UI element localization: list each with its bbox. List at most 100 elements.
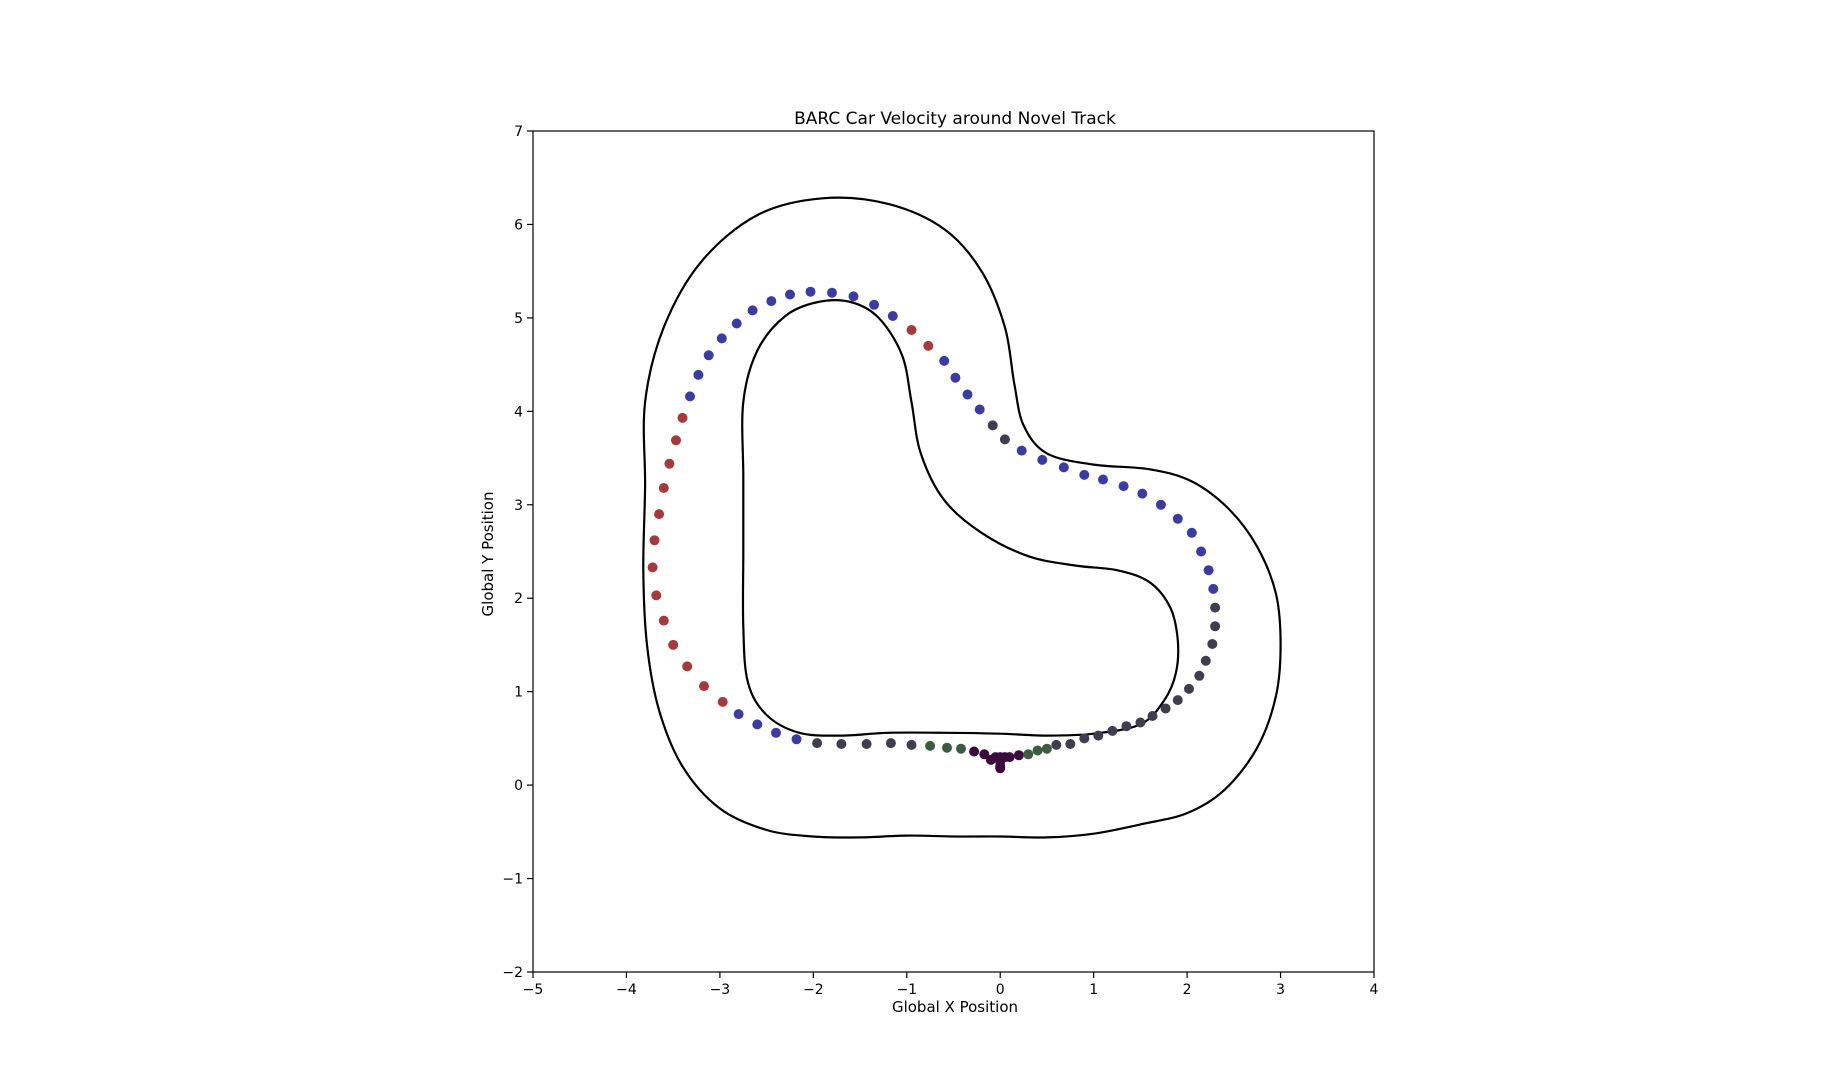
scatter-point [1093,730,1104,741]
scatter-point [906,325,917,335]
scatter-point [1037,454,1048,465]
scatter-point [1016,445,1027,456]
axes-frame [532,130,1375,973]
plot-area [532,130,1375,973]
scatter-point [658,483,669,493]
scatter-point [836,739,847,749]
y-axis-ticks: −2 −1 0 1 2 3 4 5 6 7 [502,124,533,981]
x-tick-label: −1 [896,982,917,998]
scatter-point [869,299,880,310]
x-tick-label: −5 [523,982,544,998]
y-tick-label: 7 [514,124,523,140]
y-tick-label: 5 [514,311,523,327]
scatter-point [671,435,681,446]
scatter-point [1196,546,1207,557]
scatter-point [1051,739,1062,750]
scatter-points [647,286,1221,774]
scatter-point [1207,639,1218,649]
scatter-point [1172,695,1183,706]
scatter-point [731,318,742,329]
scatter-point [1147,711,1158,721]
scatter-point [1032,745,1043,756]
scatter-point [785,289,795,300]
y-tick-label: 1 [514,685,523,701]
scatter-point [654,509,665,520]
scatter-point [699,681,709,692]
x-tick-label: 2 [1183,982,1192,998]
x-tick-label: −4 [616,982,637,998]
scatter-point [1160,703,1171,714]
scatter-point [647,562,658,573]
scatter-point [1210,602,1221,613]
scatter-point [1065,739,1076,749]
scatter-point [747,305,758,316]
scatter-point [999,434,1010,445]
scatter-point [812,738,823,749]
scatter-point [939,355,950,366]
scatter-point [651,590,662,601]
scatter-point [1079,733,1090,744]
scatter-point [974,404,985,415]
y-tick-label: 4 [514,404,523,420]
scatter-point [906,739,917,750]
scatter-point [942,742,952,753]
scatter-point [658,615,669,626]
scatter-point [1118,481,1129,492]
x-tick-label: 0 [996,982,1005,998]
scatter-point [1098,474,1108,485]
scatter-point [703,350,714,361]
scatter-point [733,709,744,720]
scatter-point [1200,655,1211,666]
scatter-point [962,389,973,400]
scatter-point [995,763,1006,774]
scatter-point [1208,583,1219,594]
scatter-point [1186,527,1197,538]
scatter-point [848,291,859,302]
scatter-point [956,743,966,754]
scatter-point [1210,621,1221,632]
x-tick-label: 3 [1276,982,1285,998]
scatter-point [923,340,934,351]
y-tick-label: 0 [514,778,523,794]
scatter-point [1023,749,1034,760]
x-axis-label: Global X Position [892,998,1018,1016]
scatter-point [1203,565,1214,576]
scatter-point [664,458,675,469]
scatter-point [1137,488,1148,499]
scatter-point [1041,743,1052,754]
y-tick-label: 6 [514,217,523,233]
scatter-point [979,749,990,760]
scatter-point [1079,469,1090,480]
x-tick-label: 4 [1370,982,1379,998]
x-tick-label: 1 [1089,982,1098,998]
scatter-point [925,740,936,751]
scatter-point [1155,499,1166,510]
scatter-point [1058,462,1069,473]
track-layer [642,196,1282,839]
scatter-point [1013,750,1024,761]
scatter-point [668,639,679,650]
scatter-point [1172,513,1183,524]
scatter-point [677,412,688,423]
y-tick-label: −1 [502,872,523,888]
scatter-point [1004,752,1015,763]
chart-title: BARC Car Velocity around Novel Track [794,109,1116,129]
scatter-point [1135,717,1146,728]
y-tick-label: 2 [514,591,523,607]
scatter-point [827,287,837,298]
scatter-point [861,739,872,749]
scatter-point [1194,670,1205,681]
scatter-point [1121,721,1132,732]
x-tick-label: −2 [803,982,824,998]
scatter-point [887,311,898,321]
scatter-point [771,727,781,738]
scatter-point [682,661,693,672]
scatter-point [969,746,980,757]
scatter-point [1107,725,1118,736]
scatter-point [885,738,896,749]
scatter-point [805,286,816,297]
scatter-point [649,535,660,546]
track-outer-boundary [642,196,1282,839]
y-tick-label: −2 [502,965,523,981]
